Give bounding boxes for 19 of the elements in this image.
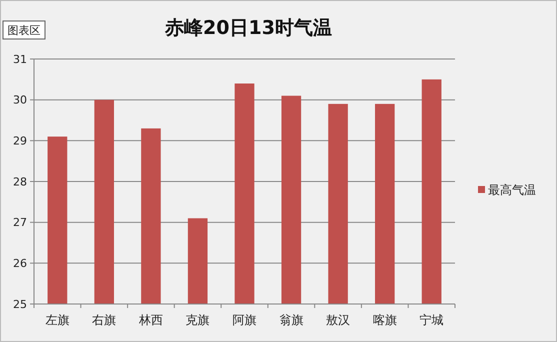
y-tick-label: 28 <box>13 175 27 188</box>
x-tick-label: 阿旗 <box>232 313 256 327</box>
x-tick-label: 敖汉 <box>326 313 350 327</box>
y-tick-label: 27 <box>13 216 27 230</box>
y-tick-label: 25 <box>13 298 27 311</box>
y-tick-label: 26 <box>13 257 27 270</box>
x-tick-label: 左旗 <box>45 313 70 327</box>
y-tick-label: 31 <box>13 52 27 66</box>
x-tick-label: 翁旗 <box>279 313 304 327</box>
x-tick-label: 喀旗 <box>372 313 397 327</box>
text: 图表区 <box>8 24 40 37</box>
legend-label: 最高气温 <box>488 183 536 198</box>
x-tick-label: 宁城 <box>420 313 444 327</box>
y-tick-label: 29 <box>13 134 27 148</box>
x-tick-label: 克旗 <box>186 313 210 327</box>
x-tick-label: 右旗 <box>92 313 116 327</box>
y-tick-label: 30 <box>13 94 27 107</box>
x-tick-label: 林西 <box>138 313 163 327</box>
chart-title: 赤峰20日13时气温 <box>164 17 332 39</box>
